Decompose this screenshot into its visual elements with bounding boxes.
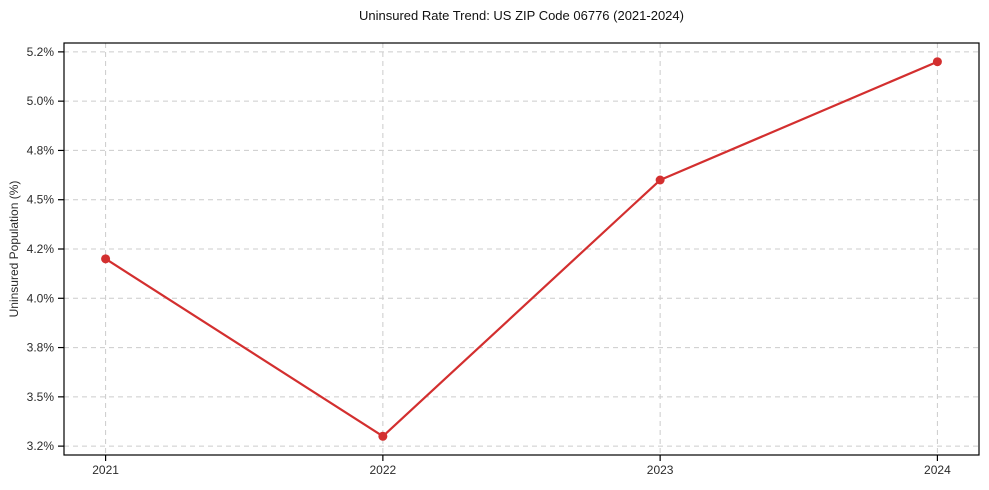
y-tick-label: 3.5% — [27, 390, 55, 404]
y-tick-label: 4.5% — [27, 193, 55, 207]
x-tick-label: 2023 — [647, 463, 674, 477]
trend-line — [104, 60, 939, 438]
y-tick-label: 3.8% — [27, 341, 55, 355]
y-tick-label: 4.8% — [27, 143, 55, 157]
data-point-marker — [101, 254, 111, 264]
y-tick-label: 3.2% — [27, 439, 55, 453]
chart-title: Uninsured Rate Trend: US ZIP Code 06776 … — [359, 8, 684, 23]
x-tick-label: 2022 — [370, 463, 397, 477]
x-tick-label: 2024 — [924, 463, 951, 477]
y-tick-label: 4.2% — [27, 242, 55, 256]
y-tick-label: 5.0% — [27, 94, 55, 108]
data-point-marker — [655, 175, 665, 185]
y-tick-label: 5.2% — [27, 45, 55, 59]
y-tick-label: 4.0% — [27, 291, 55, 305]
y-axis-label: Uninsured Population (%) — [7, 180, 21, 318]
x-tick-label: 2021 — [92, 463, 119, 477]
data-point-marker — [378, 431, 388, 441]
data-point-marker — [932, 57, 942, 67]
